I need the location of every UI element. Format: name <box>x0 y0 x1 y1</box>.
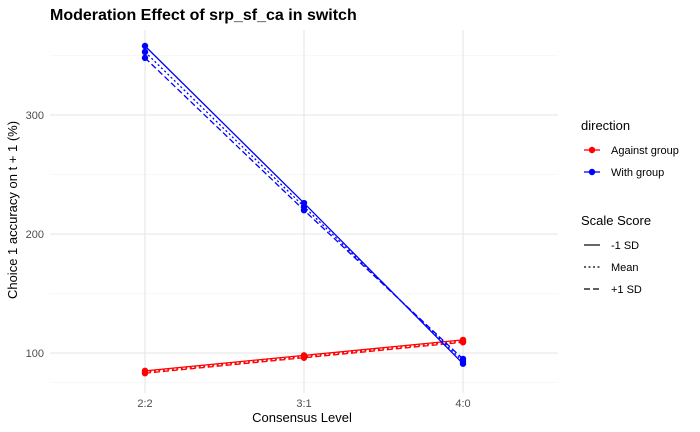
x-axis-title: Consensus Level <box>252 410 352 425</box>
series-line <box>144 341 464 374</box>
legend-key-point <box>588 146 596 154</box>
data-point <box>300 354 308 361</box>
plot-series <box>141 42 467 377</box>
y-tick-label: 300 <box>26 110 44 122</box>
axes: Moderation Effect of srp_sf_ca in switch… <box>5 7 471 425</box>
y-tick-label: 200 <box>26 229 44 241</box>
series-line <box>144 340 464 373</box>
data-point <box>300 207 308 214</box>
chart-title: Moderation Effect of srp_sf_ca in switch <box>50 7 357 24</box>
y-axis-title: Choice 1 accuracy on t + 1 (%) <box>5 121 20 299</box>
legend-scale-title: Scale Score <box>581 213 651 228</box>
x-tick-label: 4:0 <box>455 398 470 410</box>
legend: direction Scale Score Against group With … <box>581 118 679 296</box>
legend-label: Mean <box>611 262 639 274</box>
y-tick-label: 100 <box>26 348 44 360</box>
legend-label: With group <box>611 167 664 179</box>
legend-key-point <box>588 168 596 176</box>
data-point <box>141 54 149 62</box>
legend-label: Against group <box>611 145 679 157</box>
data-point <box>459 339 467 346</box>
legend-label: -1 SD <box>611 240 639 252</box>
x-tick-label: 2:2 <box>137 398 152 410</box>
x-tick-label: 3:1 <box>296 398 311 410</box>
data-point <box>141 370 149 377</box>
legend-label: +1 SD <box>611 284 642 296</box>
data-point <box>459 355 467 363</box>
legend-direction-title: direction <box>581 118 630 133</box>
data-point <box>141 42 149 50</box>
data-point <box>141 48 149 56</box>
